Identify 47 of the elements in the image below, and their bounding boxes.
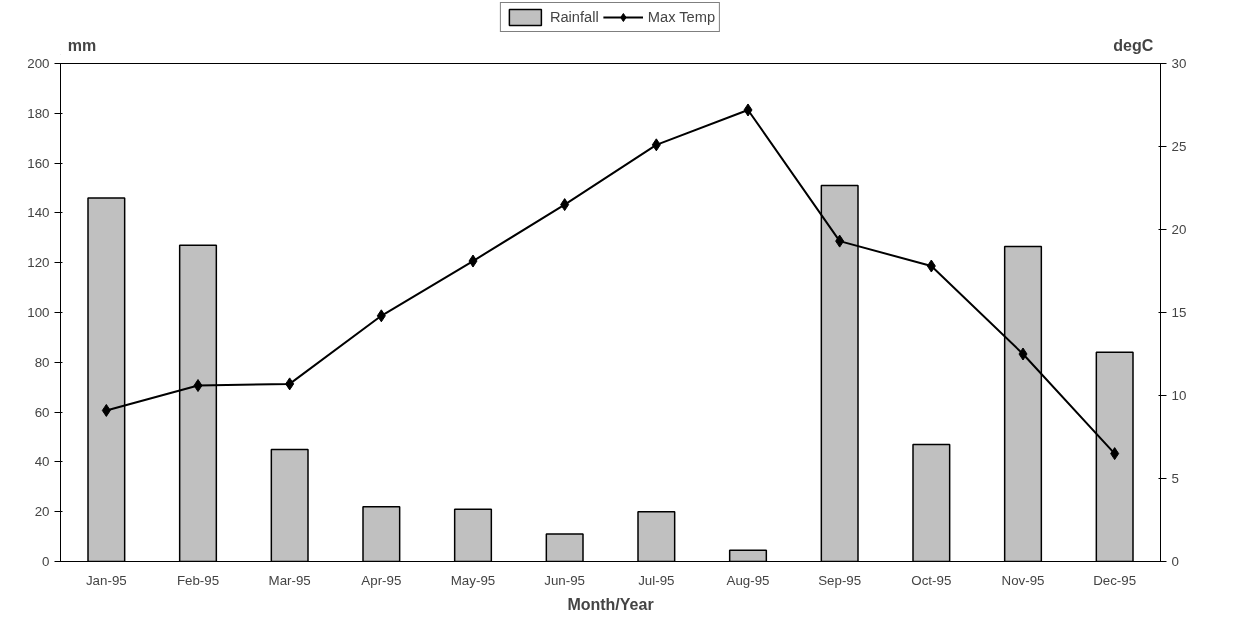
point — [560, 198, 570, 212]
x-tick-label: Mar-95 — [268, 572, 311, 588]
y-tick-label: 40 — [34, 454, 50, 470]
x-tick-label: May-95 — [450, 572, 496, 588]
y-tick-label: 100 — [27, 305, 50, 320]
x-axis-title: Month/Year — [567, 595, 654, 613]
x-tick-label: Jun-95 — [544, 572, 586, 588]
y-tick-label: 60 — [34, 404, 50, 420]
y2-tick-label: 5 — [1171, 471, 1179, 486]
y-tick-label: 80 — [34, 354, 50, 370]
x-tick-label: Jul-95 — [638, 572, 675, 588]
x-tick-label: Feb-95 — [176, 572, 220, 588]
y2-tick-label: 25 — [1171, 139, 1187, 154]
point — [101, 403, 111, 417]
y-tick-label: 120 — [27, 255, 50, 271]
y2-tick-label: 30 — [1171, 56, 1187, 71]
point — [376, 309, 386, 323]
y2-tick-label: 15 — [1171, 305, 1187, 320]
y-tick-label: 0 — [42, 554, 50, 569]
legend-label: Max Temp — [647, 9, 716, 25]
point — [651, 138, 661, 152]
x-tick-label: Oct-95 — [911, 572, 952, 588]
x-tick-label: Aug-95 — [726, 572, 770, 588]
y2-tick-label: 20 — [1171, 222, 1187, 237]
y2-tick-label: 0 — [1171, 554, 1179, 569]
point — [1018, 347, 1028, 361]
y2-tick-label: 10 — [1171, 388, 1187, 403]
y-tick-label: 20 — [34, 504, 50, 520]
point — [835, 234, 845, 248]
point — [285, 377, 295, 391]
x-tick-label: Dec-95 — [1093, 572, 1137, 588]
y-tick-label: 180 — [27, 105, 50, 121]
point — [926, 259, 936, 273]
x-tick-label: Sep-95 — [818, 572, 862, 588]
point — [743, 103, 753, 117]
x-tick-label: Apr-95 — [361, 572, 402, 588]
x-tick-label: Nov-95 — [1001, 572, 1045, 588]
legend-label: Rainfall — [549, 9, 599, 25]
x-tick-label: Jan-95 — [85, 572, 127, 588]
y-tick-label: 140 — [27, 205, 50, 221]
y2-axis-title: degC — [1113, 36, 1154, 54]
point — [468, 254, 478, 268]
point — [193, 379, 203, 393]
y-axis-title: mm — [67, 36, 97, 54]
y-tick-label: 200 — [27, 56, 50, 71]
point — [1110, 447, 1120, 461]
y-tick-label: 160 — [27, 155, 50, 171]
